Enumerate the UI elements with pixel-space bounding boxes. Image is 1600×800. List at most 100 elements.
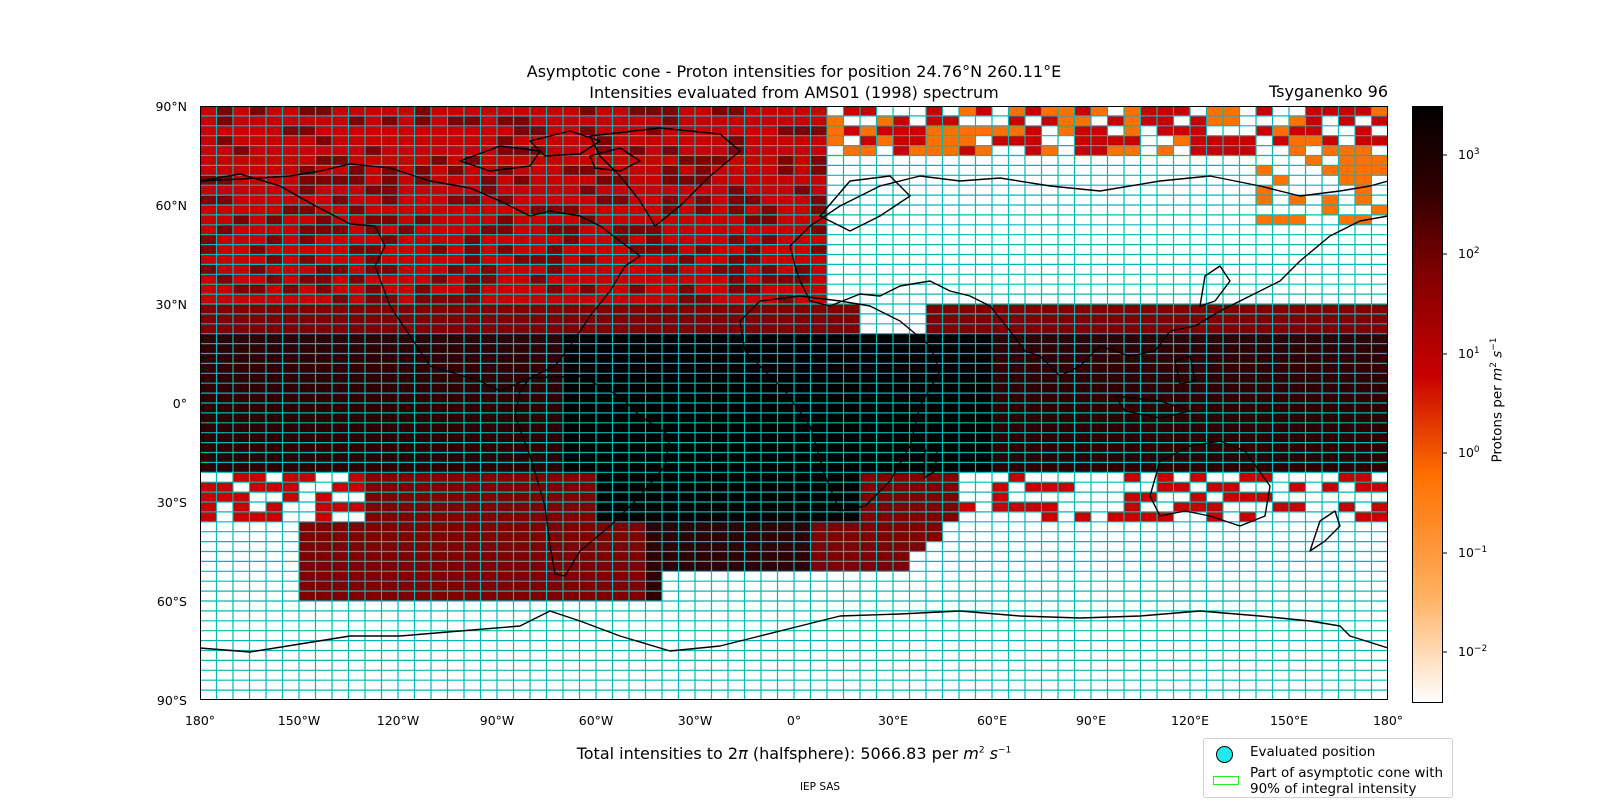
intensity-cell	[200, 294, 217, 304]
intensity-cell	[480, 205, 497, 215]
intensity-cell	[695, 343, 712, 354]
intensity-cell	[431, 185, 448, 196]
intensity-cell	[398, 155, 415, 166]
intensity-cell	[810, 412, 827, 423]
intensity-cell	[662, 323, 679, 334]
intensity-cell	[612, 313, 629, 324]
lon-tick-90e: 90°E	[1075, 713, 1107, 728]
intensity-cell	[579, 581, 596, 592]
intensity-cell	[975, 333, 992, 344]
intensity-cell	[629, 353, 646, 364]
intensity-cell	[942, 472, 959, 483]
intensity-cell	[596, 373, 613, 384]
intensity-cell	[711, 125, 728, 136]
intensity-cell	[975, 393, 992, 403]
intensity-cell	[1223, 353, 1240, 364]
intensity-cell	[1338, 175, 1355, 186]
intensity-cell	[1091, 462, 1108, 473]
intensity-cell	[744, 175, 761, 186]
intensity-cell	[348, 452, 365, 463]
intensity-cell	[447, 383, 464, 394]
intensity-cell	[761, 541, 778, 552]
intensity-cell	[926, 135, 943, 146]
intensity-cell	[233, 284, 250, 295]
intensity-cell	[447, 313, 464, 324]
intensity-cell	[1305, 106, 1322, 116]
intensity-cell	[860, 442, 877, 453]
intensity-cell	[1091, 412, 1108, 423]
intensity-cell	[711, 442, 728, 453]
intensity-cell	[464, 422, 481, 433]
intensity-cell	[530, 175, 547, 186]
intensity-cell	[728, 185, 745, 196]
intensity-cell	[546, 284, 563, 295]
intensity-cell	[398, 472, 415, 483]
intensity-cell	[1107, 422, 1124, 433]
intensity-cell	[810, 373, 827, 384]
intensity-cell	[1239, 452, 1256, 463]
intensity-cell	[1338, 304, 1355, 314]
intensity-cell	[447, 195, 464, 205]
chart-title-line1: Asymptotic cone - Proton intensities for…	[526, 62, 1062, 81]
intensity-cell	[596, 541, 613, 552]
intensity-cell	[216, 353, 233, 364]
intensity-cell	[843, 551, 860, 562]
intensity-cell	[216, 165, 233, 176]
intensity-cell	[1322, 333, 1339, 344]
intensity-cell	[744, 511, 761, 522]
intensity-cell	[332, 432, 349, 443]
intensity-cell	[249, 274, 266, 285]
intensity-cell	[200, 412, 217, 423]
intensity-cell	[1322, 343, 1339, 354]
intensity-cell	[398, 284, 415, 295]
intensity-cell	[777, 205, 794, 215]
colorbar-tick-1e1: 101	[1458, 346, 1480, 362]
intensity-cell	[1223, 343, 1240, 354]
intensity-cell	[678, 155, 695, 166]
intensity-cell	[1058, 482, 1075, 493]
intensity-cell	[711, 403, 728, 413]
intensity-cell	[695, 502, 712, 512]
intensity-cell	[216, 205, 233, 215]
intensity-cell	[464, 165, 481, 176]
intensity-cell	[447, 224, 464, 235]
intensity-cell	[827, 531, 844, 542]
intensity-cell	[678, 165, 695, 176]
intensity-cell	[381, 106, 398, 116]
intensity-cell	[975, 313, 992, 324]
intensity-cell	[414, 403, 431, 413]
intensity-cell	[299, 323, 316, 334]
intensity-cell	[480, 462, 497, 473]
intensity-cell	[728, 403, 745, 413]
intensity-cell	[596, 452, 613, 463]
intensity-cell	[332, 571, 349, 582]
intensity-cell	[200, 135, 217, 146]
intensity-cell	[1206, 135, 1223, 146]
intensity-cell	[348, 175, 365, 186]
intensity-cell	[1074, 363, 1091, 374]
intensity-cell	[662, 521, 679, 532]
intensity-cell	[233, 175, 250, 186]
intensity-cell	[497, 511, 514, 522]
intensity-cell	[530, 422, 547, 433]
intensity-cell	[596, 502, 613, 512]
intensity-cell	[315, 185, 332, 196]
intensity-cell	[744, 165, 761, 176]
intensity-cell	[233, 254, 250, 265]
intensity-cell	[216, 442, 233, 453]
intensity-cell	[381, 551, 398, 562]
intensity-cell	[1355, 393, 1372, 403]
intensity-cell	[942, 393, 959, 403]
intensity-cell	[1107, 323, 1124, 334]
intensity-cell	[1025, 383, 1042, 394]
intensity-cell	[612, 155, 629, 166]
intensity-cell	[299, 363, 316, 374]
intensity-cell	[843, 541, 860, 552]
intensity-cell	[1140, 373, 1157, 384]
intensity-cell	[596, 343, 613, 354]
intensity-cell	[398, 224, 415, 235]
lon-tick-150w: 150°W	[277, 713, 321, 728]
intensity-cell	[1305, 373, 1322, 384]
intensity-cell	[761, 373, 778, 384]
intensity-cell	[398, 145, 415, 156]
